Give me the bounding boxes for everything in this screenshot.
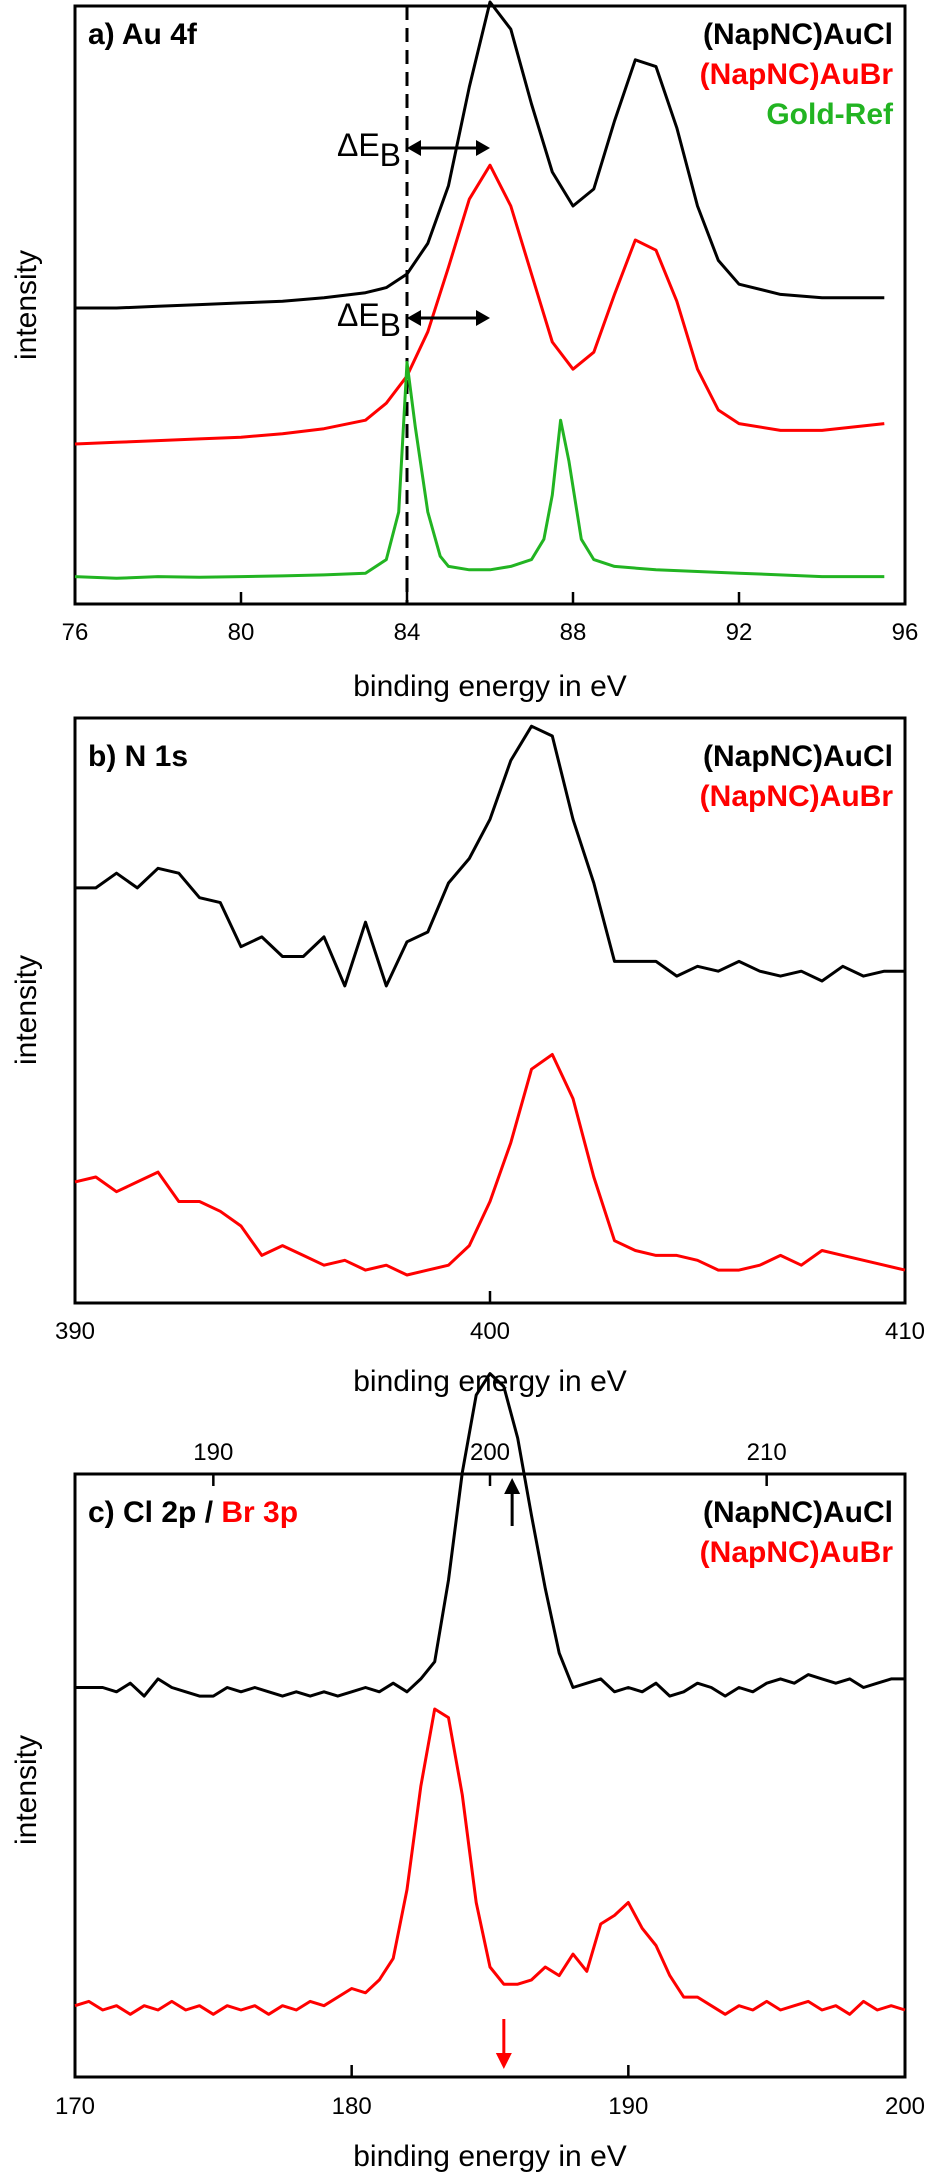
delta-eb-arrowhead-left	[407, 310, 421, 326]
panel-c-legend-aucl: (NapNC)AuCl	[703, 1496, 893, 1529]
delta-eb-label: ΔEB	[337, 297, 401, 343]
panel-a-xtick-label: 92	[726, 619, 753, 646]
panel-c-xtick-label: 190	[608, 2093, 648, 2120]
panel-b-xtick-label: 390	[55, 1318, 95, 1345]
panel-c: 170 180 190 200 190 200 210 c) Cl 2p / Br 3p …	[10, 1372, 925, 2173]
panel-a-xlabel: binding energy in eV	[353, 670, 627, 703]
panel-c-xlabel: binding energy in eV	[353, 2140, 627, 2173]
panel-c-series-napncaucl	[75, 1372, 905, 1698]
panel-a-title: a) Au 4f	[88, 18, 198, 51]
panel-c-ylabel: intensity	[10, 1735, 43, 1845]
panel-c-series	[74, 1372, 906, 2016]
panel-b-xlabel: binding energy in eV	[353, 1365, 627, 1398]
panel-b-series-napncaucl	[75, 724, 905, 988]
panel-a-xtick-label: 88	[560, 619, 587, 646]
panel-c-xtick-label: 200	[885, 2093, 925, 2120]
panel-c-series-napncaubr	[74, 1707, 906, 2016]
panel-a-legend-aubr: (NapNC)AuBr	[700, 58, 894, 91]
panel-c-xtick-top-label: 190	[193, 1439, 233, 1466]
cl-marker-arrowhead	[504, 1478, 521, 1494]
panel-c-legend-aubr: (NapNC)AuBr	[700, 1536, 894, 1569]
panel-a-series-gold-ref	[74, 360, 885, 580]
panel-b: 390 400 410 b) N 1s (NapNC)AuCl (NapNC)AuB…	[10, 716, 925, 1398]
delta-eb-arrowhead-right	[476, 140, 490, 156]
panel-c-title-br: Br 3p	[221, 1496, 298, 1529]
panel-c-title-cl: c) Cl 2p /	[88, 1496, 221, 1529]
panel-a-ylabel: intensity	[10, 250, 43, 360]
panel-c-xtick-label: 170	[55, 2093, 95, 2120]
panel-b-xtick-label: 410	[885, 1318, 925, 1345]
delta-eb-arrowhead-left	[407, 140, 421, 156]
delta-eb-arrowhead-right	[476, 310, 490, 326]
panel-a-xtick-label: 80	[228, 619, 255, 646]
panel-c-xtick-label: 180	[332, 2093, 372, 2120]
panel-b-ylabel: intensity	[10, 955, 43, 1065]
panel-a-legend-goldref: Gold-Ref	[766, 98, 894, 131]
panel-b-xticks: 390 400 410	[55, 1291, 925, 1345]
br-marker-arrowhead	[495, 2053, 512, 2069]
panel-b-title: b) N 1s	[88, 740, 188, 773]
panel-b-legend-aubr: (NapNC)AuBr	[700, 780, 894, 813]
panel-a-xtick-label: 76	[62, 619, 89, 646]
panel-c-xticks-top: 190 200 210	[193, 1439, 787, 1486]
panel-a-series-napncaubr	[74, 163, 885, 446]
panel-c-title: c) Cl 2p / Br 3p	[88, 1496, 298, 1529]
panel-c-xtick-top-label: 200	[470, 1439, 510, 1466]
panel-c-xtick-top-label: 210	[747, 1439, 787, 1466]
panel-b-series	[74, 724, 906, 1277]
panel-c-markers	[495, 1478, 521, 2069]
panel-a-xtick-label: 84	[394, 619, 421, 646]
panel-a-series-napncaucl	[75, 0, 885, 310]
panel-a-xtick-label: 96	[892, 619, 919, 646]
panel-a-series	[74, 0, 885, 580]
panel-a: 76 80 84 88 92 96 a) Au 4f (NapNC)AuCl (NapNC…	[10, 0, 919, 703]
panel-a-xticks: 76 80 84 88 92 96	[62, 592, 919, 646]
delta-eb-label: ΔEB	[337, 127, 401, 173]
panel-c-xticks: 170 180 190 200	[55, 2065, 925, 2120]
panel-a-legend-aucl: (NapNC)AuCl	[703, 18, 893, 51]
panel-a-annotations: ΔEB ΔEB	[337, 127, 490, 343]
panel-b-legend-aucl: (NapNC)AuCl	[703, 740, 893, 773]
panel-b-xtick-label: 400	[470, 1318, 510, 1345]
panel-b-series-napncaubr	[74, 1053, 906, 1277]
